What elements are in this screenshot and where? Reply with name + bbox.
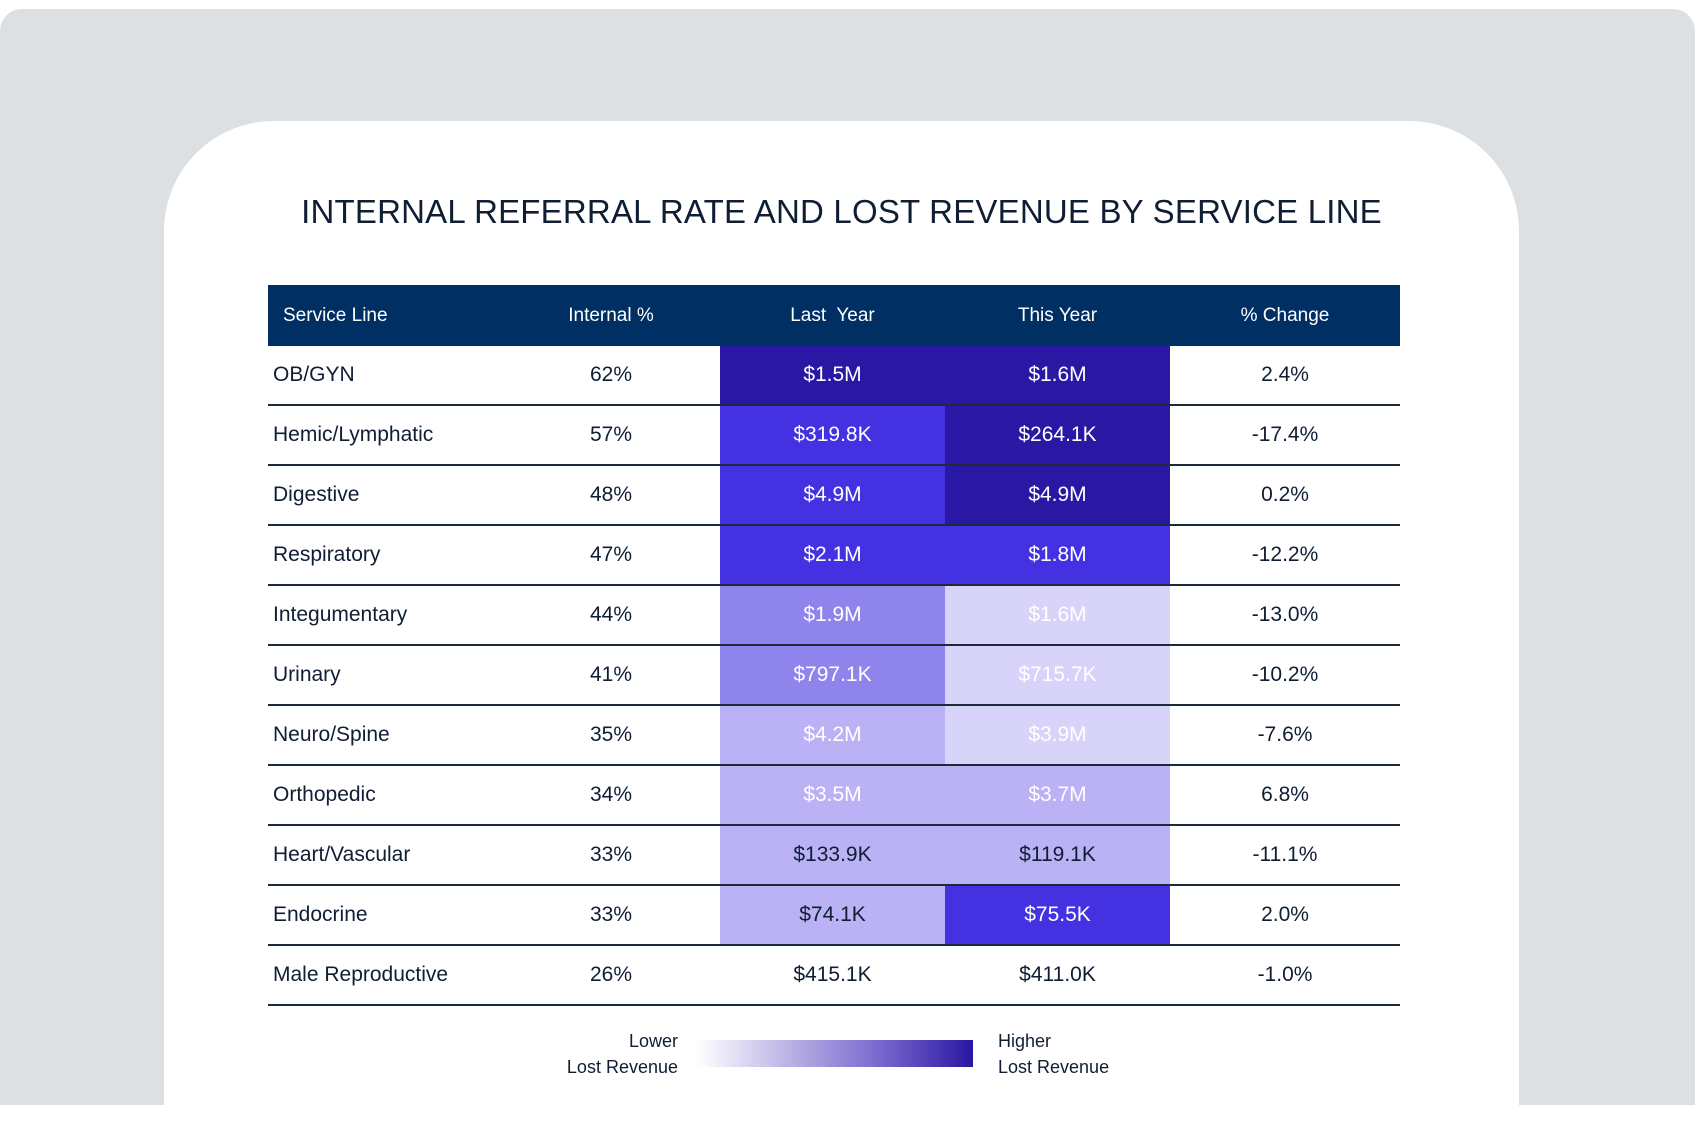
cell-last-year: $1.5M bbox=[720, 346, 945, 404]
table-row: Heart/Vascular 33% $133.9K $119.1K -11.1% bbox=[268, 826, 1400, 886]
cell-change: 2.4% bbox=[1261, 363, 1309, 386]
cell-last-year: $2.1M bbox=[720, 526, 945, 584]
cell-change: -10.2% bbox=[1251, 663, 1319, 686]
cell-last-year: $415.1K bbox=[720, 946, 945, 1004]
cell-change: -17.4% bbox=[1251, 423, 1319, 446]
cell-change: -1.0% bbox=[1257, 963, 1313, 986]
cell-change: 2.0% bbox=[1261, 903, 1309, 926]
cell-internal: 44% bbox=[589, 603, 633, 626]
cell-last-year: $1.9M bbox=[720, 586, 945, 644]
cell-service-line: Neuro/Spine bbox=[273, 723, 390, 746]
legend-high-line2: Lost Revenue bbox=[998, 1057, 1110, 1077]
legend-low-line2: Lost Revenue bbox=[566, 1057, 678, 1077]
cell-change: -7.6% bbox=[1257, 723, 1313, 746]
table-header: Service Line Internal % Last Year This Y… bbox=[268, 285, 1400, 346]
cell-internal: 41% bbox=[589, 663, 633, 686]
cell-service-line: Male Reproductive bbox=[273, 963, 449, 986]
cell-this-year: $1.6M bbox=[945, 586, 1170, 644]
table-row: Neuro/Spine 35% $4.2M $3.9M -7.6% bbox=[268, 706, 1400, 766]
cell-internal: 34% bbox=[589, 783, 633, 806]
cell-this-year: $3.9M bbox=[945, 706, 1170, 764]
header-last-year: Last Year bbox=[790, 304, 875, 326]
table-row: Integumentary 44% $1.9M $1.6M -13.0% bbox=[268, 586, 1400, 646]
header-this-year: This Year bbox=[1017, 304, 1098, 326]
cell-last-year: $74.1K bbox=[720, 886, 945, 944]
header-change: % Change bbox=[1240, 304, 1330, 326]
cell-internal: 62% bbox=[589, 363, 633, 386]
cell-service-line: Integumentary bbox=[273, 603, 408, 626]
header-service-line: Service Line bbox=[283, 304, 388, 326]
legend-high-line1: Higher bbox=[998, 1031, 1052, 1051]
cell-service-line: Endocrine bbox=[273, 903, 368, 926]
cell-this-year: $4.9M bbox=[945, 466, 1170, 524]
legend-low: Lower Lost Revenue bbox=[520, 1028, 678, 1080]
cell-internal: 35% bbox=[589, 723, 633, 746]
cell-this-year: $411.0K bbox=[945, 946, 1170, 1004]
chart-title: INTERNAL REFERRAL RATE AND LOST REVENUE … bbox=[301, 193, 1382, 230]
table-row: Orthopedic 34% $3.5M $3.7M 6.8% bbox=[268, 766, 1400, 826]
cell-last-year: $319.8K bbox=[720, 406, 945, 464]
cell-service-line: Respiratory bbox=[273, 543, 381, 566]
cell-last-year: $3.5M bbox=[720, 766, 945, 824]
table-row: Male Reproductive 26% $415.1K $411.0K -1.0% bbox=[268, 946, 1400, 1006]
cell-this-year: $1.8M bbox=[945, 526, 1170, 584]
table-body: OB/GYN 62% $1.5M $1.6M 2.4% Hemic/Lymphatic 57… bbox=[268, 346, 1400, 1006]
cell-change: -12.2% bbox=[1251, 543, 1319, 566]
cell-internal: 26% bbox=[589, 963, 633, 986]
cell-this-year: $715.7K bbox=[945, 646, 1170, 704]
cell-internal: 57% bbox=[589, 423, 633, 446]
table-row: OB/GYN 62% $1.5M $1.6M 2.4% bbox=[268, 346, 1400, 406]
table-row: Respiratory 47% $2.1M $1.8M -12.2% bbox=[268, 526, 1400, 586]
cell-change: -13.0% bbox=[1251, 603, 1319, 626]
legend-high: Higher Lost Revenue bbox=[998, 1028, 1109, 1080]
data-table: Service Line Internal % Last Year This Y… bbox=[268, 285, 1400, 1006]
cell-this-year: $119.1K bbox=[945, 826, 1170, 884]
cell-this-year: $3.7M bbox=[945, 766, 1170, 824]
cell-internal: 48% bbox=[589, 483, 633, 506]
cell-service-line: Urinary bbox=[273, 663, 341, 686]
cell-change: 0.2% bbox=[1261, 483, 1309, 506]
cell-service-line: Digestive bbox=[273, 483, 360, 506]
cell-service-line: OB/GYN bbox=[273, 363, 355, 386]
cell-change: 6.8% bbox=[1261, 783, 1309, 806]
cell-internal: 33% bbox=[589, 843, 633, 866]
table-row: Urinary 41% $797.1K $715.7K -10.2% bbox=[268, 646, 1400, 706]
cell-last-year: $133.9K bbox=[720, 826, 945, 884]
table-row: Digestive 48% $4.9M $4.9M 0.2% bbox=[268, 466, 1400, 526]
header-internal: Internal % bbox=[568, 304, 654, 326]
cell-this-year: $75.5K bbox=[945, 886, 1170, 944]
cell-service-line: Orthopedic bbox=[273, 783, 376, 806]
legend-gradient-bar bbox=[697, 1040, 973, 1067]
cell-last-year: $797.1K bbox=[720, 646, 945, 704]
cell-service-line: Hemic/Lymphatic bbox=[273, 423, 434, 446]
table-row: Hemic/Lymphatic 57% $319.8K $264.1K -17.4% bbox=[268, 406, 1400, 466]
table-row: Endocrine 33% $74.1K $75.5K 2.0% bbox=[268, 886, 1400, 946]
cell-internal: 33% bbox=[589, 903, 633, 926]
cell-last-year: $4.2M bbox=[720, 706, 945, 764]
cell-last-year: $4.9M bbox=[720, 466, 945, 524]
cell-change: -11.1% bbox=[1252, 843, 1318, 866]
cell-service-line: Heart/Vascular bbox=[273, 843, 411, 866]
cell-internal: 47% bbox=[589, 543, 633, 566]
cell-this-year: $264.1K bbox=[945, 406, 1170, 464]
legend-low-line1: Lower bbox=[628, 1031, 678, 1051]
cell-this-year: $1.6M bbox=[945, 346, 1170, 404]
